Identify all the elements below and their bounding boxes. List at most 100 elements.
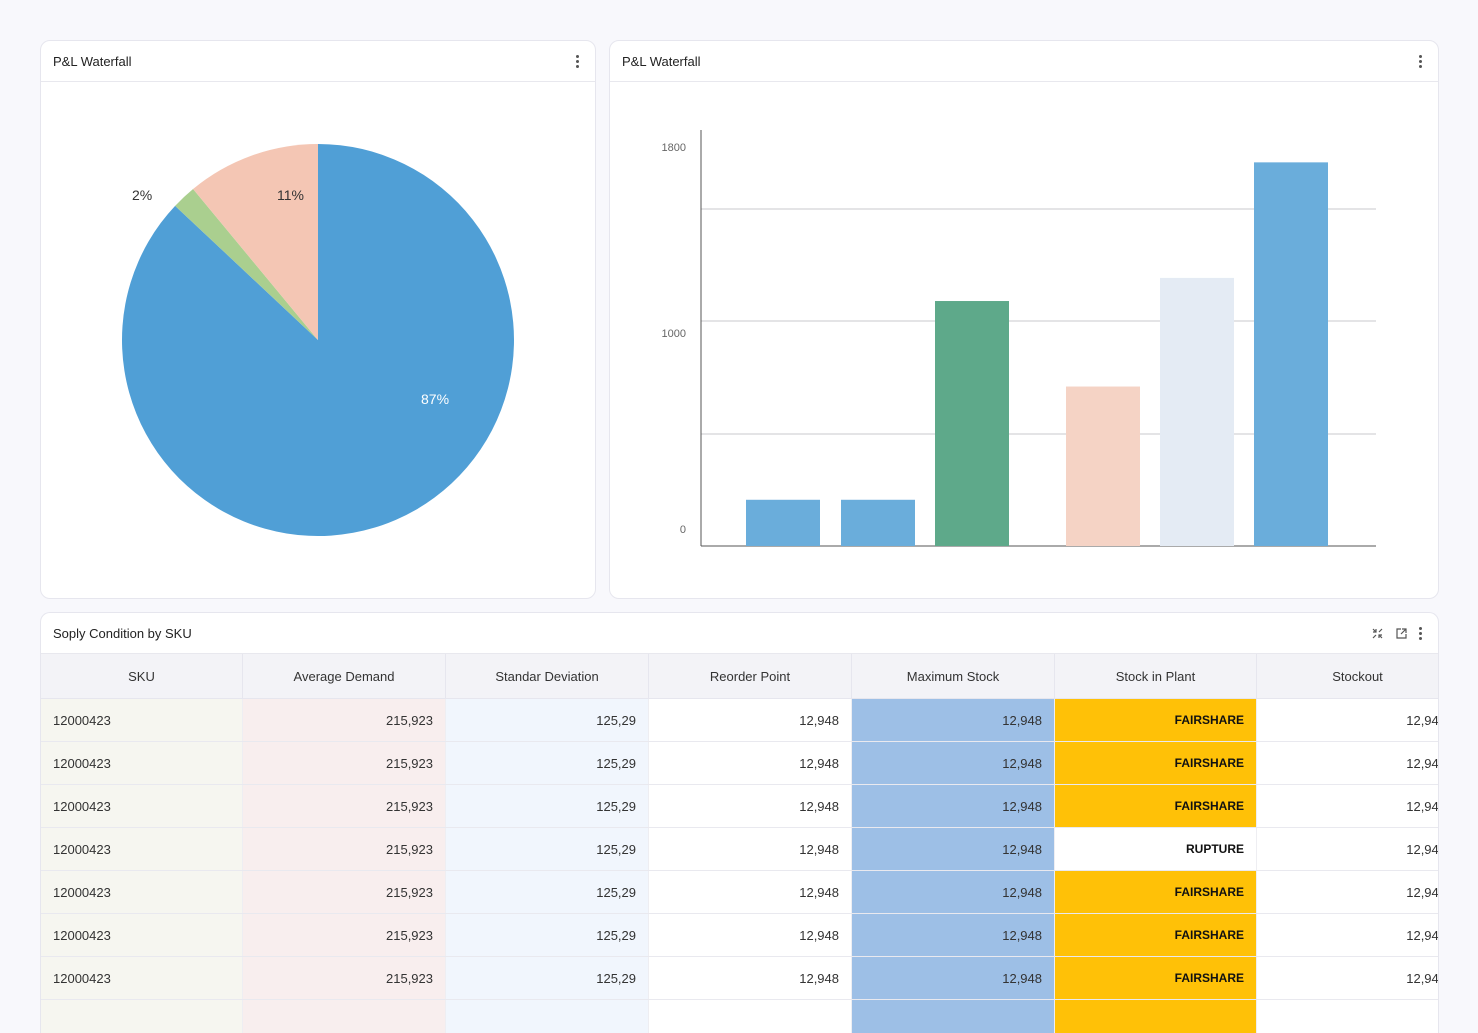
y-tick-label: 1800: [662, 142, 686, 154]
table-cell: 12,948: [1257, 871, 1440, 914]
table-cell: 12,948: [852, 957, 1055, 1000]
table-cell: FAIRSHARE: [1055, 914, 1257, 957]
table-cell: FAIRSHARE: [1055, 699, 1257, 742]
table-row[interactable]: [41, 1000, 1439, 1033]
table-cell: 215,923: [243, 699, 446, 742]
bar-chart: 0 1000 1800: [610, 82, 1438, 598]
bar[interactable]: [1160, 278, 1234, 546]
table-cell: 12,948: [649, 914, 852, 957]
column-header[interactable]: Average Demand: [243, 654, 446, 699]
y-tick-label: 0: [680, 524, 686, 536]
more-vert-icon[interactable]: [1415, 623, 1426, 644]
more-vert-icon[interactable]: [1415, 51, 1426, 72]
pie-chart-card: P&L Waterfall 87% 2% 11%: [40, 40, 596, 599]
table-cell: 125,29: [446, 699, 649, 742]
pie-slice-label: 87%: [421, 391, 449, 407]
table-cell: 12,948: [1257, 957, 1440, 1000]
table-cell: 12,948: [649, 699, 852, 742]
table-cell: 12,948: [852, 914, 1055, 957]
table-cell: FAIRSHARE: [1055, 742, 1257, 785]
column-header[interactable]: Stock in Plant: [1055, 654, 1257, 699]
table-cell: 125,29: [446, 785, 649, 828]
bar[interactable]: [1254, 162, 1328, 546]
bar-card-header: P&L Waterfall: [610, 41, 1438, 82]
table-card-title: Soply Condition by SKU: [53, 626, 1361, 641]
table-cell: 125,29: [446, 914, 649, 957]
bar-chart-card: P&L Waterfall 0 1000 1800: [609, 40, 1439, 599]
bar[interactable]: [841, 500, 915, 546]
external-link-icon[interactable]: [1393, 625, 1409, 641]
pie-chart: 87% 2% 11%: [41, 82, 595, 598]
table-cell: FAIRSHARE: [1055, 957, 1257, 1000]
bar-card-title: P&L Waterfall: [622, 54, 1415, 69]
table-cell: 12,948: [1257, 828, 1440, 871]
table-cell: 12000423: [41, 914, 243, 957]
table-cell: [649, 1000, 852, 1033]
table-cell: FAIRSHARE: [1055, 871, 1257, 914]
more-vert-icon[interactable]: [572, 51, 583, 72]
table-cell: 125,29: [446, 871, 649, 914]
table-cell: 125,29: [446, 957, 649, 1000]
table-cell: 215,923: [243, 871, 446, 914]
table-cell: [243, 1000, 446, 1033]
bar[interactable]: [746, 500, 820, 546]
table-cell: 12,948: [852, 828, 1055, 871]
pie-card-title: P&L Waterfall: [53, 54, 572, 69]
table-cell: 12,948: [1257, 742, 1440, 785]
table-cell: 12,948: [852, 785, 1055, 828]
table-cell: FAIRSHARE: [1055, 785, 1257, 828]
table-cell: 12,948: [649, 742, 852, 785]
pie-slice-label: 11%: [277, 187, 304, 203]
pie-card-header: P&L Waterfall: [41, 41, 595, 82]
y-tick-label: 1000: [662, 328, 686, 340]
table-cell: 12000423: [41, 742, 243, 785]
table-cell: 12,948: [852, 699, 1055, 742]
table-cell: [446, 1000, 649, 1033]
table-cell: 215,923: [243, 914, 446, 957]
table-cell: 215,923: [243, 742, 446, 785]
table-cell: 12,948: [649, 957, 852, 1000]
collapse-icon[interactable]: [1369, 625, 1385, 641]
column-header[interactable]: Stockout: [1257, 654, 1440, 699]
column-header[interactable]: SKU: [41, 654, 243, 699]
table-cell: [1257, 1000, 1440, 1033]
column-header[interactable]: Reorder Point: [649, 654, 852, 699]
table-card-header: Soply Condition by SKU: [41, 613, 1438, 654]
table-cell: 125,29: [446, 828, 649, 871]
table-cell: RUPTURE: [1055, 828, 1257, 871]
table-cell: 12,948: [649, 785, 852, 828]
table-cell: [1055, 1000, 1257, 1033]
pie-slice-label: 2%: [132, 187, 152, 203]
table-cell: 12,948: [852, 742, 1055, 785]
table-cell: 215,923: [243, 785, 446, 828]
table-cell: 12000423: [41, 871, 243, 914]
table-cell: 215,923: [243, 957, 446, 1000]
table-cell: 12,948: [852, 871, 1055, 914]
bar[interactable]: [1066, 387, 1140, 546]
table-cell: 125,29: [446, 742, 649, 785]
table-cell: 12,948: [1257, 914, 1440, 957]
table-cell: 12,948: [1257, 699, 1440, 742]
column-header[interactable]: Standar Deviation: [446, 654, 649, 699]
table-cell: 12000423: [41, 828, 243, 871]
table-cell: [852, 1000, 1055, 1033]
table-cell: 12,948: [649, 871, 852, 914]
table-cell: 215,923: [243, 828, 446, 871]
column-header[interactable]: Maximum Stock: [852, 654, 1055, 699]
table-cell: 12,948: [649, 828, 852, 871]
bar[interactable]: [935, 301, 1009, 546]
table-cell: 12000423: [41, 699, 243, 742]
table-cell: 12000423: [41, 785, 243, 828]
table-cell: [41, 1000, 243, 1033]
